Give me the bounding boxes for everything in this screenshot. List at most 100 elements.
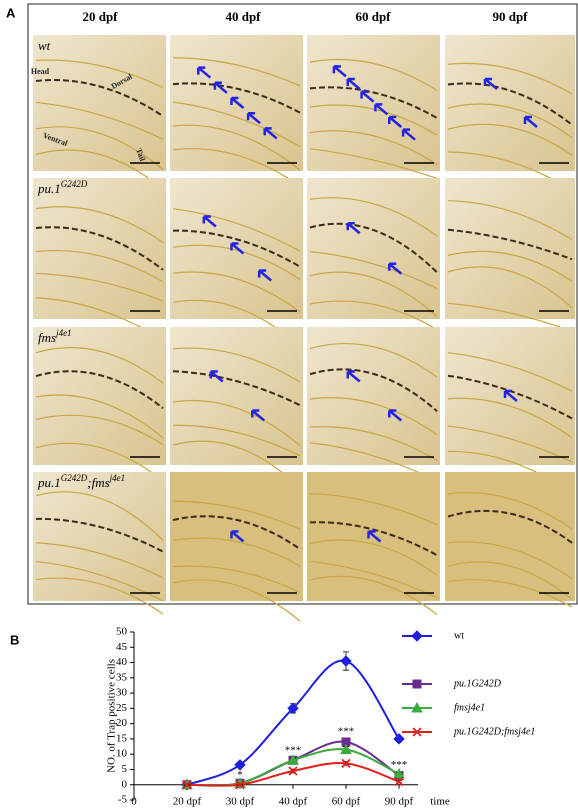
marker bbox=[341, 758, 351, 768]
arrow bbox=[257, 269, 272, 282]
tissue-line bbox=[172, 57, 301, 87]
y-tick-label: 5 bbox=[122, 763, 128, 775]
superscript: j4e1 bbox=[55, 328, 72, 338]
arrow bbox=[251, 409, 266, 422]
tissue-line bbox=[447, 123, 573, 156]
tissue-line bbox=[309, 104, 438, 136]
tissue-line bbox=[309, 197, 438, 237]
row-label: pu.1G242D bbox=[37, 179, 88, 196]
legend-label: wt bbox=[454, 630, 464, 641]
tissue-line bbox=[309, 426, 438, 462]
micrograph bbox=[33, 178, 166, 319]
arrow bbox=[230, 96, 245, 109]
tissue-line bbox=[447, 541, 573, 580]
tissue-line bbox=[447, 492, 573, 530]
marker bbox=[393, 733, 405, 745]
micrograph bbox=[307, 327, 440, 465]
tissue-line bbox=[35, 394, 164, 439]
tissue-line bbox=[35, 542, 164, 579]
arrow bbox=[483, 77, 498, 90]
tissue-line bbox=[35, 101, 164, 140]
tissue-line bbox=[309, 560, 438, 599]
tissue-line bbox=[35, 491, 164, 541]
micrograph bbox=[307, 178, 440, 319]
image-label: Tail bbox=[134, 147, 147, 163]
column-header: 40 dpf bbox=[225, 9, 261, 24]
tissue-line bbox=[172, 565, 301, 593]
tissue-line bbox=[172, 515, 301, 550]
legend-label: pu.1G242D;fmsj4e1 bbox=[453, 726, 535, 737]
x-tick-label: 0 bbox=[131, 796, 137, 808]
y-tick-label: 0 bbox=[122, 778, 128, 790]
tissue-line bbox=[172, 124, 301, 171]
tissue-line bbox=[172, 208, 301, 252]
tissue-line bbox=[35, 414, 164, 445]
tissue-line bbox=[309, 493, 438, 526]
superscript: G242D bbox=[61, 473, 88, 483]
tissue-line bbox=[35, 347, 164, 384]
panel-a-frame bbox=[27, 3, 578, 605]
tissue-line bbox=[35, 272, 164, 302]
y-tick-label: 30 bbox=[116, 687, 128, 699]
marker bbox=[234, 759, 246, 771]
y-tick-label: 45 bbox=[116, 641, 128, 653]
arrow bbox=[246, 111, 261, 125]
marker bbox=[287, 702, 299, 715]
x-tick-label: 60 dpf bbox=[332, 796, 361, 808]
micrograph bbox=[445, 35, 575, 171]
tissue-line bbox=[35, 517, 164, 553]
tissue-line bbox=[172, 537, 301, 567]
legend-label: pu.1G242D bbox=[453, 678, 502, 689]
marker bbox=[411, 701, 423, 713]
tissue-line bbox=[309, 521, 438, 557]
marker bbox=[182, 780, 192, 790]
marker bbox=[288, 766, 298, 776]
micrograph bbox=[307, 35, 440, 171]
arrow bbox=[367, 530, 382, 543]
y-axis-title: NO. of Trap positive cells bbox=[106, 659, 118, 773]
tissue-line bbox=[447, 397, 573, 439]
tissue-line bbox=[172, 82, 301, 114]
label-part: fms bbox=[38, 330, 56, 345]
tissue-line bbox=[172, 347, 301, 383]
arrow bbox=[523, 115, 538, 128]
marker bbox=[412, 679, 422, 689]
x-tick-label: 40 dpf bbox=[279, 796, 308, 808]
significance: *** bbox=[338, 725, 355, 737]
tissue-line bbox=[309, 396, 438, 436]
marker bbox=[287, 754, 299, 765]
tissue-line bbox=[447, 62, 573, 95]
y-tick-label: 15 bbox=[116, 732, 128, 744]
tissue-line bbox=[447, 200, 573, 241]
tissue-line bbox=[172, 579, 301, 622]
arrow bbox=[346, 370, 361, 383]
arrow bbox=[388, 409, 403, 422]
tissue-line bbox=[35, 577, 164, 615]
tissue-line bbox=[447, 425, 573, 463]
tissue-line bbox=[447, 561, 573, 600]
tissue-line bbox=[35, 249, 164, 283]
micrograph bbox=[33, 327, 166, 465]
panel-label: A bbox=[6, 5, 16, 20]
y-tick-label: 50 bbox=[116, 626, 128, 638]
column-header: 90 dpf bbox=[492, 9, 528, 24]
tissue-line bbox=[309, 271, 438, 318]
tissue-line bbox=[172, 271, 301, 313]
tissue-line bbox=[35, 560, 164, 602]
y-tick-label: 40 bbox=[116, 656, 128, 668]
tissue-line bbox=[309, 342, 438, 378]
tissue-line bbox=[447, 103, 573, 139]
arrow bbox=[388, 262, 403, 275]
x-tick-label: 20 dpf bbox=[173, 796, 202, 808]
arrow bbox=[503, 389, 518, 402]
arrow bbox=[401, 128, 416, 141]
micrograph bbox=[445, 472, 575, 601]
tissue-line bbox=[447, 509, 573, 544]
tissue-line bbox=[309, 86, 438, 119]
arrow bbox=[197, 66, 212, 79]
significance: * bbox=[237, 769, 243, 781]
arrow bbox=[388, 115, 403, 128]
tissue-line bbox=[172, 229, 301, 268]
tissue-line bbox=[309, 539, 438, 576]
